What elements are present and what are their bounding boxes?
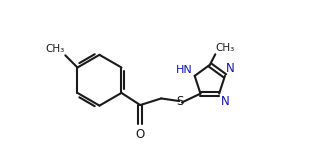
Text: S: S xyxy=(176,95,184,108)
Text: CH₃: CH₃ xyxy=(216,43,235,53)
Text: HN: HN xyxy=(176,65,193,75)
Text: CH₃: CH₃ xyxy=(45,44,64,54)
Text: O: O xyxy=(136,128,145,141)
Text: N: N xyxy=(226,62,235,75)
Text: N: N xyxy=(221,95,229,108)
